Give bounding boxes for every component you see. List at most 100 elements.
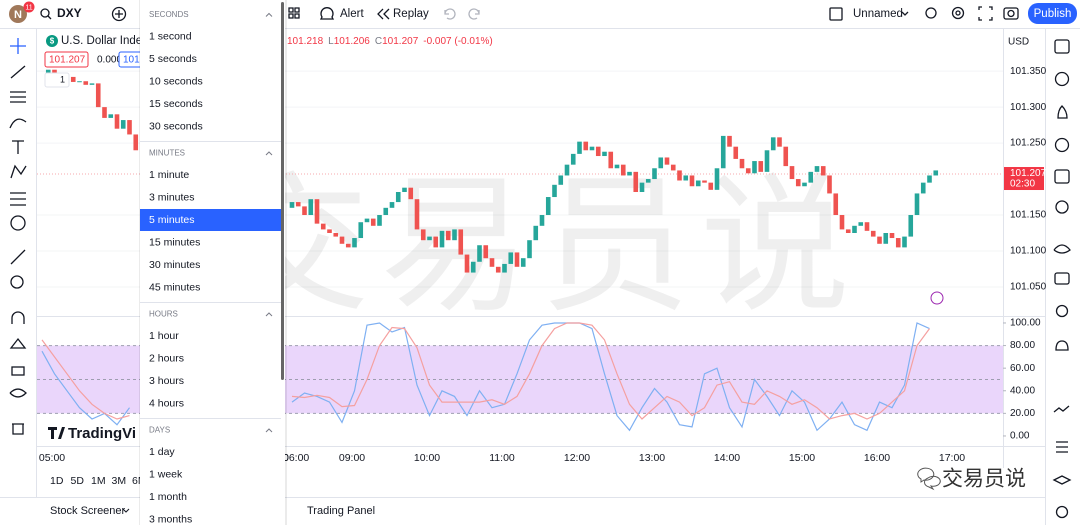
section-chevron <box>265 12 273 17</box>
brush-tool[interactable] <box>9 118 27 129</box>
chats[interactable] <box>1054 272 1070 285</box>
ideas[interactable] <box>1055 200 1069 214</box>
watchlist[interactable] <box>1054 39 1070 54</box>
prediction-tool[interactable] <box>10 192 26 206</box>
menu-item[interactable]: 30 seconds <box>149 120 203 132</box>
menu-section-title[interactable]: DAYS <box>149 426 170 435</box>
layers[interactable] <box>1052 475 1072 485</box>
object-tree[interactable] <box>1056 441 1068 453</box>
alert-icon[interactable] <box>319 7 335 20</box>
candle <box>327 229 332 233</box>
range-button[interactable]: 1M <box>91 475 106 487</box>
range-button[interactable]: 5D <box>71 475 85 487</box>
bottom-tab[interactable]: Stock Screener <box>50 505 126 517</box>
time-label: 05:00 <box>39 452 65 464</box>
streams[interactable] <box>1053 244 1071 254</box>
add-symbol[interactable] <box>111 6 127 22</box>
range-button[interactable]: 1D <box>50 475 64 487</box>
text-tool[interactable] <box>12 140 24 154</box>
menu-item[interactable]: 4 hours <box>149 397 184 409</box>
menu-item[interactable]: 3 hours <box>149 375 184 387</box>
candle <box>389 202 395 208</box>
candle <box>933 170 939 176</box>
magnet-tool[interactable] <box>11 311 25 324</box>
lock-draw-tool[interactable] <box>9 337 27 349</box>
menu-item[interactable]: 2 hours <box>149 352 184 364</box>
pattern-tool[interactable] <box>10 164 27 179</box>
candle <box>533 225 539 241</box>
broadcasts[interactable] <box>1055 304 1069 318</box>
menu-item[interactable]: 45 minutes <box>149 281 200 293</box>
ohlc-value: 101.206 <box>334 36 371 47</box>
menu-item[interactable]: 1 week <box>149 468 183 480</box>
layouts-icon[interactable] <box>288 7 300 19</box>
candle <box>377 215 382 226</box>
candle <box>783 146 789 167</box>
layout-name[interactable]: Unnamed <box>853 8 903 20</box>
fib-tool[interactable] <box>10 91 26 103</box>
candle <box>827 175 832 194</box>
help[interactable] <box>1055 505 1069 519</box>
trend-line-tool[interactable] <box>10 65 26 79</box>
range-button[interactable]: 3M <box>112 475 127 487</box>
lock-tool[interactable] <box>11 366 25 376</box>
quick-search[interactable] <box>925 7 937 19</box>
avatar[interactable] <box>9 5 27 23</box>
alerts-panel[interactable] <box>1054 71 1070 87</box>
delete-tool[interactable] <box>12 423 24 435</box>
menu-item[interactable]: 5 minutes <box>149 214 195 226</box>
candle <box>414 199 420 230</box>
candle <box>727 135 732 147</box>
symbol[interactable]: DXY <box>57 6 82 20</box>
undo[interactable] <box>444 8 456 20</box>
notifications[interactable] <box>1055 340 1069 351</box>
crosshair-tool[interactable] <box>10 38 26 54</box>
menu-section-title[interactable]: SECONDS <box>149 10 189 19</box>
measure-tool[interactable] <box>10 249 26 265</box>
spread-price[interactable]: 0.000 <box>97 55 122 66</box>
menu-section-title[interactable]: HOURS <box>149 310 178 319</box>
fullscreen[interactable] <box>978 6 993 21</box>
ohlc-key: C <box>375 36 382 47</box>
menu-item[interactable]: 5 seconds <box>149 53 197 65</box>
settings[interactable] <box>951 6 965 20</box>
bottom-tab[interactable]: Trading Panel <box>307 505 375 517</box>
replay-button[interactable]: Replay <box>393 8 429 20</box>
menu-section-title[interactable]: MINUTES <box>149 149 185 158</box>
zoom-tool[interactable] <box>10 275 24 289</box>
icon-tool[interactable] <box>10 215 26 231</box>
menu-item[interactable]: 15 minutes <box>149 236 200 248</box>
calendar[interactable] <box>1054 169 1070 184</box>
menu-item[interactable]: 30 minutes <box>149 259 200 271</box>
menu-item[interactable]: 3 months <box>149 513 192 525</box>
redo[interactable] <box>468 8 480 20</box>
alert-button[interactable]: Alert <box>340 8 364 20</box>
menu-item[interactable]: 1 minute <box>149 169 189 181</box>
ask-price[interactable]: 101 <box>123 55 140 66</box>
menu-item[interactable]: 1 hour <box>149 330 179 342</box>
candle <box>577 141 582 154</box>
order-panel[interactable] <box>1053 405 1070 413</box>
candle <box>464 254 470 273</box>
candle <box>664 157 670 165</box>
checkbox[interactable] <box>829 7 843 21</box>
section-chevron <box>265 312 273 317</box>
bid-price[interactable]: 101.207 <box>49 55 86 66</box>
search-icon[interactable] <box>40 8 50 18</box>
data-window[interactable] <box>1054 137 1070 153</box>
menu-item[interactable]: 1 second <box>149 30 192 42</box>
menu-item[interactable]: 3 minutes <box>149 191 195 203</box>
hotlist[interactable] <box>1057 105 1068 119</box>
menu-item[interactable]: 1 day <box>149 446 175 458</box>
currency[interactable]: USD <box>1008 37 1029 48</box>
candle <box>477 245 482 262</box>
menu-item[interactable]: 1 month <box>149 491 187 503</box>
candle <box>795 179 801 187</box>
publish-button[interactable] <box>1028 3 1077 24</box>
menu-item[interactable]: 10 seconds <box>149 75 203 87</box>
menu-panel <box>140 0 285 525</box>
visibility-tool[interactable] <box>9 388 27 398</box>
replay-icon[interactable] <box>377 8 390 20</box>
menu-item[interactable]: 15 seconds <box>149 98 203 110</box>
snapshot[interactable] <box>1003 7 1019 20</box>
